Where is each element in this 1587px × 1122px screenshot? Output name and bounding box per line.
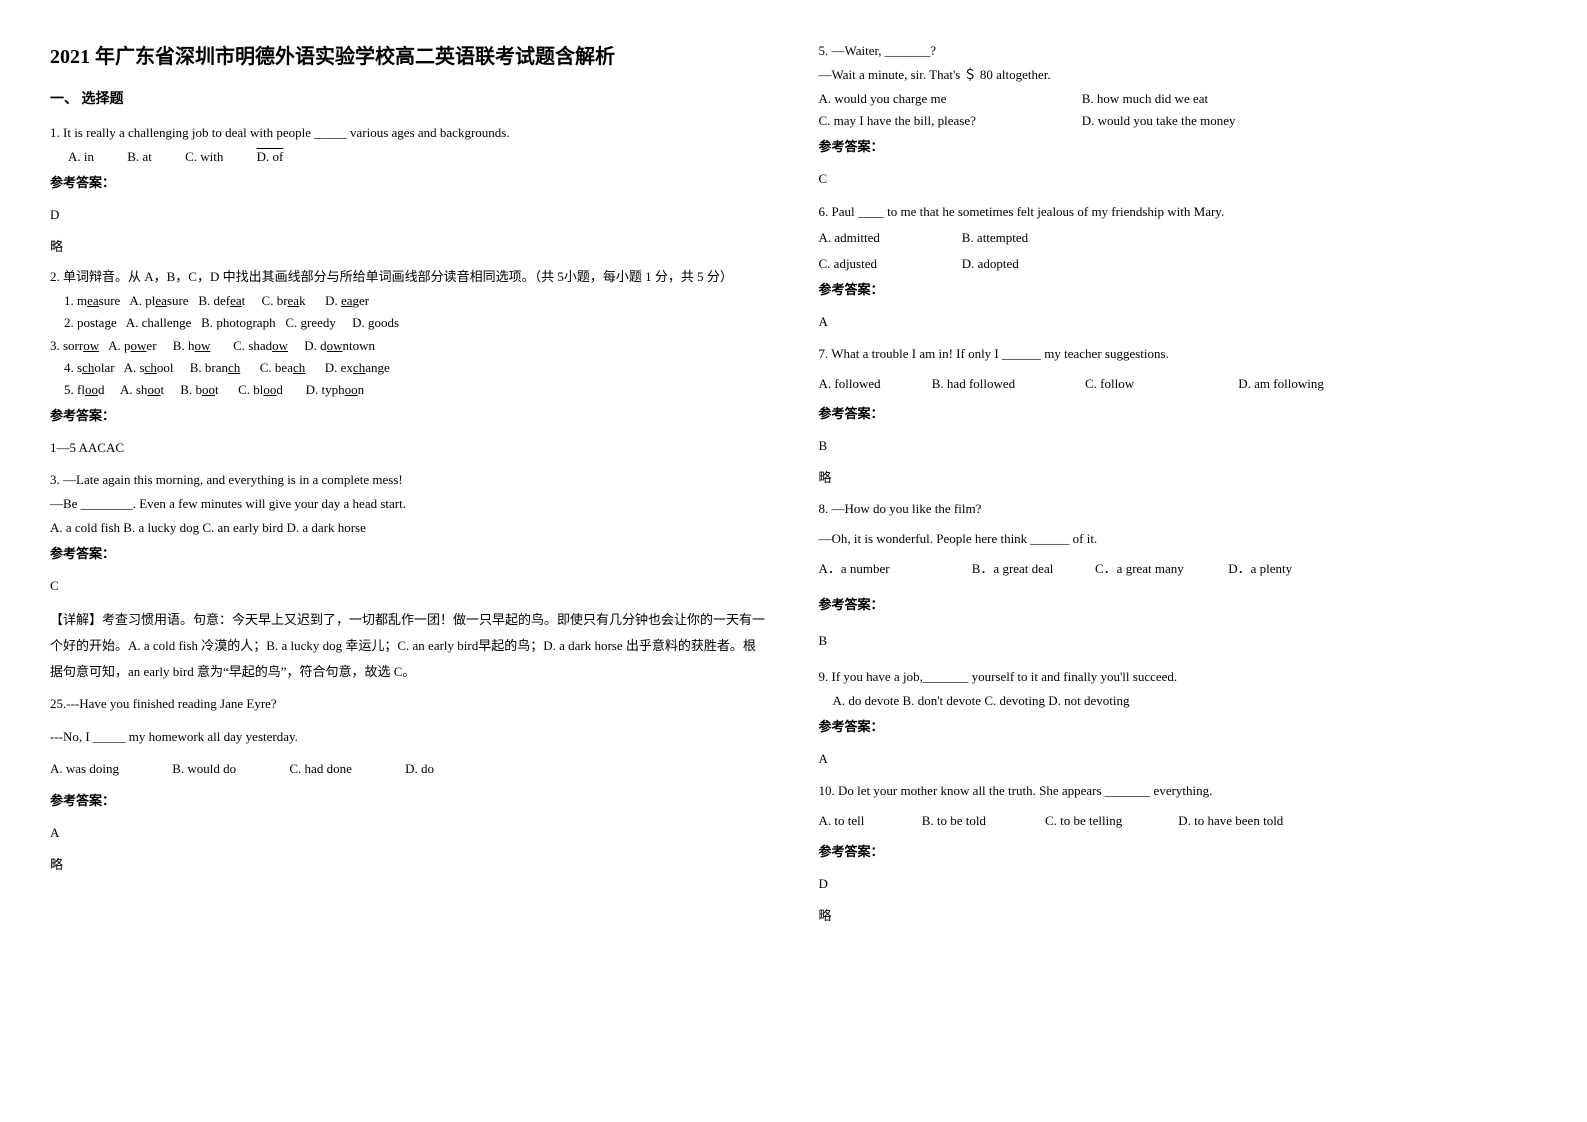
q3-explain: 【详解】考查习惯用语。句意：今天早上又迟到了，一切都乱作一团！做一只早起的鸟。即… (50, 607, 769, 685)
q8-opt-d: D．a plenty (1228, 561, 1292, 576)
question-10: 10. Do let your mother know all the trut… (819, 780, 1538, 926)
question-2: 2. 单词辩音。从 A，B，C，D 中找出其画线部分与所给单词画线部分读音相同选… (50, 266, 769, 459)
answer-label: 参考答案： (819, 841, 1538, 863)
q6-opt-a: A. admitted (819, 227, 959, 249)
q25-line1: 25.---Have you finished reading Jane Eyr… (50, 693, 769, 715)
answer-label: 参考答案： (50, 405, 769, 427)
q6-opt-c: C. adjusted (819, 253, 959, 275)
q5-answer: C (819, 168, 1538, 190)
answer-label: 参考答案： (819, 279, 1538, 301)
q2-line2: 2. postage A. challenge B. photograph C.… (64, 312, 769, 334)
question-3: 3. —Late again this morning, and everyth… (50, 469, 769, 685)
question-6: 6. Paul ____ to me that he sometimes fel… (819, 201, 1538, 333)
answer-label: 参考答案： (50, 543, 769, 565)
q2-line5: 5. flood A. shoot B. boot C. blood D. ty… (64, 379, 769, 401)
q10-opt-b: B. to be told (922, 810, 1042, 832)
answer-label: 参考答案： (819, 403, 1538, 425)
q2-intro: 2. 单词辩音。从 A，B，C，D 中找出其画线部分与所给单词画线部分读音相同选… (50, 266, 769, 288)
q7-opt-c: C. follow (1085, 373, 1235, 395)
q8-line2: —Oh, it is wonderful. People here think … (819, 528, 1538, 550)
q1-answer: D (50, 204, 769, 226)
q3-line1: 3. —Late again this morning, and everyth… (50, 469, 769, 491)
q25-opt-c: C. had done (289, 761, 351, 776)
q10-answer: D (819, 873, 1538, 895)
answer-label: 参考答案： (819, 716, 1538, 738)
q8-options: A．a number B．a great deal C．a great many… (819, 558, 1538, 580)
q3-answer: C (50, 575, 769, 597)
q25-answer: A (50, 822, 769, 844)
q9-text: 9. If you have a job,_______ yourself to… (819, 666, 1538, 688)
q5-opts-row1: A. would you charge me B. how much did w… (819, 88, 1538, 110)
q6-opts-row2: C. adjusted D. adopted (819, 253, 1538, 275)
q10-text: 10. Do let your mother know all the trut… (819, 780, 1538, 802)
q8-opt-c: C．a great many (1095, 558, 1225, 580)
q8-answer: B (819, 630, 1538, 652)
answer-label: 参考答案： (819, 136, 1538, 158)
answer-label: 参考答案： (50, 172, 769, 194)
q7-explain: 略 (819, 467, 1538, 489)
page-title: 2021 年广东省深圳市明德外语实验学校高二英语联考试题含解析 (50, 40, 769, 74)
q5-opt-c: C. may I have the bill, please? (819, 110, 1079, 132)
q7-options: A. followed B. had followed C. follow D.… (819, 373, 1538, 395)
q3-line2: —Be ________. Even a few minutes will gi… (50, 493, 769, 515)
q5-opt-a: A. would you charge me (819, 88, 1079, 110)
question-1: 1. It is really a challenging job to dea… (50, 122, 769, 258)
question-8: 8. —How do you like the film? —Oh, it is… (819, 498, 1538, 652)
question-25: 25.---Have you finished reading Jane Eyr… (50, 693, 769, 876)
q25-opt-b: B. would do (172, 761, 236, 776)
q10-options: A. to tell B. to be told C. to be tellin… (819, 810, 1538, 832)
q1-text: 1. It is really a challenging job to dea… (50, 122, 769, 144)
q1-opt-a: A. in (68, 146, 94, 168)
q8-opt-b: B．a great deal (972, 558, 1092, 580)
q25-explain: 略 (50, 854, 769, 876)
q1-opt-d: D. of (257, 146, 284, 168)
q8-line1: 8. —How do you like the film? (819, 498, 1538, 520)
q9-options: A. do devote B. don't devote C. devoting… (833, 690, 1538, 712)
q10-opt-c: C. to be telling (1045, 810, 1175, 832)
section-header: 一、 选择题 (50, 88, 769, 112)
q6-text: 6. Paul ____ to me that he sometimes fel… (819, 201, 1538, 223)
q10-explain: 略 (819, 905, 1538, 927)
question-5: 5. —Waiter, _______? —Wait a minute, sir… (819, 40, 1538, 191)
q3-options: A. a cold fish B. a lucky dog C. an earl… (50, 517, 769, 539)
q25-opt-a: A. was doing (50, 761, 119, 776)
q5-opts-row2: C. may I have the bill, please? D. would… (819, 110, 1538, 132)
q6-answer: A (819, 311, 1538, 333)
question-9: 9. If you have a job,_______ yourself to… (819, 666, 1538, 770)
answer-label: 参考答案： (819, 594, 1538, 616)
question-7: 7. What a trouble I am in! If only I ___… (819, 343, 1538, 489)
q6-opts-row1: A. admitted B. attempted (819, 227, 1538, 249)
q5-opt-d: D. would you take the money (1082, 113, 1236, 128)
q2-line4: 4. scholar A. school B. branch C. beach … (64, 357, 769, 379)
q1-opt-b: B. at (127, 146, 152, 168)
q7-opt-a: A. followed (819, 373, 929, 395)
q7-opt-b: B. had followed (932, 373, 1082, 395)
q1-opt-c: C. with (185, 146, 223, 168)
q7-opt-d: D. am following (1238, 376, 1324, 391)
q6-opt-d: D. adopted (962, 256, 1019, 271)
q8-opt-a: A．a number (819, 558, 969, 580)
q5-opt-b: B. how much did we eat (1082, 91, 1208, 106)
q1-explain: 略 (50, 236, 769, 258)
q5-line2: —Wait a minute, sir. That's ＄ 80 altoget… (819, 64, 1538, 86)
q2-line3: 3. sorrow A. power B. how C. shadow D. d… (50, 335, 769, 357)
q2-answer: 1—5 AACAC (50, 437, 769, 459)
q7-text: 7. What a trouble I am in! If only I ___… (819, 343, 1538, 365)
q25-line2: ---No, I _____ my homework all day yeste… (50, 726, 769, 748)
q7-answer: B (819, 435, 1538, 457)
q10-opt-d: D. to have been told (1178, 813, 1283, 828)
q2-line1: 1. measure A. pleasure B. defeat C. brea… (64, 290, 769, 312)
q6-opt-b: B. attempted (962, 230, 1028, 245)
q10-opt-a: A. to tell (819, 810, 919, 832)
q25-opt-d: D. do (405, 761, 434, 776)
q1-options: A. in B. at C. with D. of (68, 146, 769, 168)
q5-line1: 5. —Waiter, _______? (819, 40, 1538, 62)
answer-label: 参考答案： (50, 790, 769, 812)
q9-answer: A (819, 748, 1538, 770)
q25-options: A. was doing B. would do C. had done D. … (50, 758, 769, 780)
